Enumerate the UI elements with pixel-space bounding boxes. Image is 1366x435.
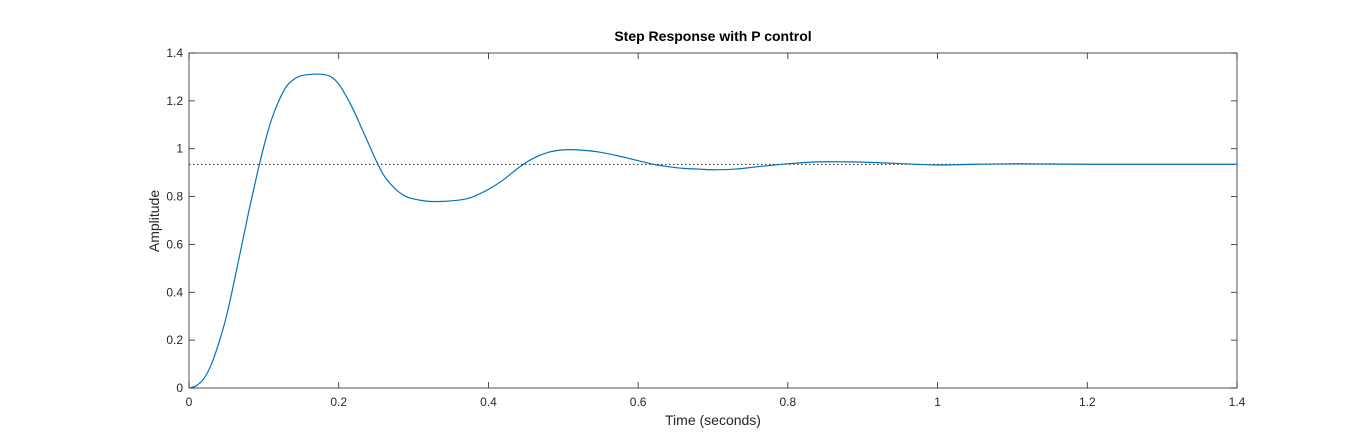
x-axis-label: Time (seconds) bbox=[665, 412, 761, 428]
y-axis-label: Amplitude bbox=[146, 190, 162, 252]
y-tick-label: 0.8 bbox=[166, 190, 183, 204]
y-tick-label: 1.2 bbox=[166, 94, 183, 108]
y-tick-label: 1 bbox=[176, 142, 183, 156]
y-tick-label: 1.4 bbox=[166, 46, 183, 60]
x-tick-label: 1.4 bbox=[1229, 395, 1246, 409]
x-tick-label: 0.4 bbox=[480, 395, 497, 409]
plot-area-box bbox=[188, 52, 1238, 389]
tick-labels: 0 0.2 0.4 0.6 0.8 1 1.2 1.4 0 0.2 0.4 0.6 0.8 1 1.2 1.4 bbox=[166, 46, 1245, 409]
y-tick-label: 0.4 bbox=[166, 285, 183, 299]
x-tick-label: 1.2 bbox=[1079, 395, 1096, 409]
x-tick-label: 0.6 bbox=[630, 395, 647, 409]
x-tick-label: 0 bbox=[186, 395, 193, 409]
x-tick-label: 0.8 bbox=[780, 395, 797, 409]
chart-title: Step Response with P control bbox=[614, 28, 811, 44]
y-tick-label: 0.6 bbox=[166, 237, 183, 251]
x-tick-label: 0.2 bbox=[330, 395, 347, 409]
x-tick-label: 1 bbox=[934, 395, 941, 409]
tick-marks bbox=[188, 52, 1238, 389]
y-tick-label: 0 bbox=[176, 381, 183, 395]
y-tick-label: 0.2 bbox=[166, 333, 183, 347]
step-response-curve bbox=[188, 73, 1237, 389]
